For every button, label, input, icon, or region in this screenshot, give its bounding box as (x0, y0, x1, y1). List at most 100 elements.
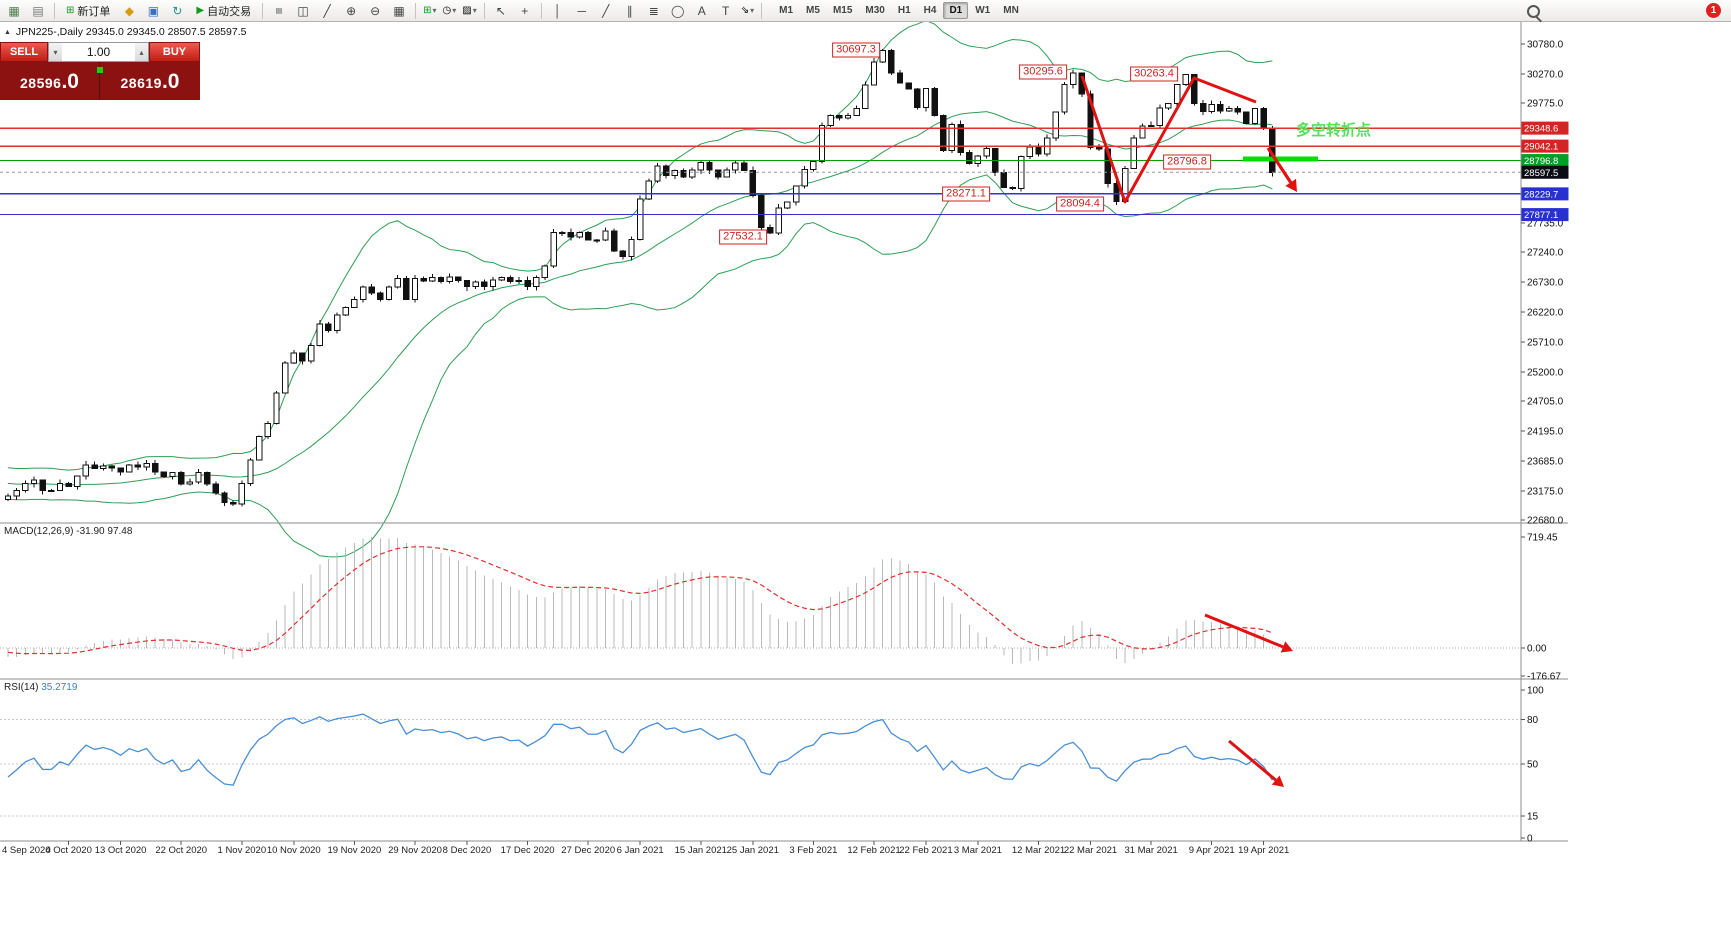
toolbar-separator (761, 2, 763, 19)
shapes-icon[interactable]: ◯ (671, 3, 685, 18)
rsi-label: RSI(14) 35.2719 (4, 682, 78, 693)
volume-stepper: ▾ 1.00 ▴ (48, 42, 149, 62)
svg-text:30780.0: 30780.0 (1527, 40, 1564, 51)
bid-price: 28596.0 (0, 62, 100, 100)
metaeditor-icon[interactable]: ◆ (124, 3, 134, 18)
timeframe-m1[interactable]: M1 (779, 5, 794, 16)
svg-text:13 Oct 2020: 13 Oct 2020 (95, 845, 147, 856)
timeframe-m5[interactable]: M5 (806, 5, 820, 16)
chevron-down-icon: ▾ (452, 6, 457, 15)
svg-text:30270.0: 30270.0 (1527, 69, 1564, 80)
svg-text:23685.0: 23685.0 (1527, 456, 1564, 467)
templates-button[interactable]: ▨ ▾ (460, 2, 478, 20)
connection-dot-icon (97, 67, 103, 73)
chevron-down-icon: ▾ (432, 6, 437, 15)
bars-chart-icon[interactable]: ≡ (272, 6, 287, 14)
candles-chart-icon[interactable]: ◫ (297, 3, 309, 18)
price-annotation[interactable]: 28094.4 (1056, 196, 1104, 212)
sell-button[interactable]: SELL (0, 42, 48, 62)
svg-text:19 Nov 2020: 19 Nov 2020 (327, 845, 381, 856)
tile-windows-icon[interactable]: ▦ (393, 3, 405, 18)
toolbar-separator (540, 2, 542, 19)
timeframe-w1[interactable]: W1 (975, 5, 991, 16)
new-chart-icon[interactable]: ▦ (8, 3, 20, 18)
svg-text:28597.5: 28597.5 (1524, 168, 1558, 179)
svg-text:29348.6: 29348.6 (1524, 124, 1558, 135)
crosshair-icon[interactable]: + (521, 3, 529, 18)
clock-icon: ◷ (442, 5, 452, 16)
periods-button[interactable]: ◷ ▾ (441, 2, 459, 20)
arrows-button[interactable]: ⇘ ▾ (739, 2, 756, 20)
zoom-in-icon[interactable]: ⊕ (346, 3, 357, 18)
volume-down-button[interactable]: ▾ (49, 43, 62, 61)
buy-button[interactable]: BUY (149, 42, 200, 62)
timeframe-mn[interactable]: MN (1003, 5, 1019, 16)
svg-text:4 Sep 2020: 4 Sep 2020 (2, 845, 51, 856)
ohlc-values: 29345.0 29345.0 28507.5 28597.5 (85, 26, 247, 38)
new-order-label: 新订单 (77, 5, 111, 18)
price-annotation[interactable]: 27532.1 (719, 229, 767, 245)
toolbar-separator (483, 2, 485, 19)
turning-point-note[interactable]: 多空转折点 (1296, 122, 1372, 139)
timeframe-m15[interactable]: M15 (832, 5, 853, 16)
svg-text:0: 0 (1527, 834, 1533, 845)
svg-text:24195.0: 24195.0 (1527, 426, 1564, 437)
collapse-triangle-icon[interactable]: ▲ (4, 29, 11, 36)
new-order-button[interactable]: ⊞ 新订单 (60, 2, 116, 20)
svg-text:27 Dec 2020: 27 Dec 2020 (561, 845, 615, 856)
svg-text:28796.8: 28796.8 (1524, 156, 1558, 167)
svg-text:27240.0: 27240.0 (1527, 248, 1564, 259)
horizontal-line-icon[interactable]: ─ (577, 3, 586, 18)
vertical-line-icon[interactable]: │ (553, 3, 562, 18)
price-annotation[interactable]: 28796.8 (1163, 154, 1211, 170)
volume-up-button[interactable]: ▴ (135, 43, 148, 61)
svg-text:15: 15 (1527, 811, 1539, 822)
notification-badge[interactable]: 1 (1706, 3, 1721, 18)
volume-input[interactable]: 1.00 (86, 45, 111, 59)
price-annotation[interactable]: 28271.1 (942, 186, 990, 202)
svg-text:22 Mar 2021: 22 Mar 2021 (1064, 845, 1117, 856)
svg-text:27877.1: 27877.1 (1524, 210, 1558, 221)
autotrading-button[interactable]: ▶ 自动交易 (190, 2, 257, 20)
toolbar-separator (262, 2, 264, 19)
fibonacci-icon[interactable]: ≣ (648, 3, 659, 18)
svg-text:31 Mar 2021: 31 Mar 2021 (1124, 845, 1177, 856)
zoom-out-icon[interactable]: ⊖ (370, 3, 381, 18)
svg-text:12 Feb 2021: 12 Feb 2021 (847, 845, 900, 856)
svg-text:22680.0: 22680.0 (1527, 515, 1564, 526)
market-watch-icon[interactable]: ▣ (147, 3, 160, 18)
svg-text:3 Feb 2021: 3 Feb 2021 (789, 845, 837, 856)
toolbar-separator (415, 2, 417, 19)
text-label-icon[interactable]: T (722, 3, 730, 18)
svg-text:3 Mar 2021: 3 Mar 2021 (954, 845, 1002, 856)
line-chart-icon[interactable]: ╱ (323, 3, 331, 18)
svg-text:26220.0: 26220.0 (1527, 307, 1564, 318)
channel-icon[interactable]: ∥ (626, 3, 633, 18)
indicators-button[interactable]: ⊞ ▾ (421, 2, 438, 20)
search-icon[interactable] (1527, 5, 1540, 18)
svg-text:0.00: 0.00 (1527, 644, 1547, 655)
text-icon[interactable]: A (697, 3, 706, 18)
refresh-icon[interactable]: ↻ (172, 3, 183, 18)
new-order-icon: ⊞ (66, 5, 75, 16)
price-annotation[interactable]: 30295.6 (1019, 64, 1067, 80)
timeframe-h4[interactable]: H4 (923, 5, 937, 16)
autotrading-play-icon: ▶ (196, 5, 205, 16)
trendline-icon[interactable]: ╱ (602, 3, 610, 18)
svg-text:28229.7: 28229.7 (1524, 189, 1558, 200)
profiles-icon[interactable]: ▤ (32, 3, 44, 18)
timeframe-m30[interactable]: M30 (865, 5, 885, 16)
price-annotation[interactable]: 30697.3 (832, 42, 880, 58)
svg-text:22 Feb 2021: 22 Feb 2021 (899, 845, 952, 856)
arrow-icon: ⇘ (740, 5, 750, 16)
timeframe-h1[interactable]: H1 (897, 5, 911, 16)
cursor-icon[interactable]: ↖ (495, 3, 506, 18)
chevron-down-icon: ▾ (750, 6, 755, 15)
timeframe-d1[interactable]: D1 (943, 2, 969, 19)
template-icon: ▨ (462, 5, 472, 16)
top-toolbar: ▦ ▤ ⊞ 新订单 ◆ ▣ ↻ ▶ 自动交易 ≡ ◫ ╱ ⊕ ⊖ ▦ ⊞ ▾ ◷… (0, 0, 1731, 22)
price-annotation[interactable]: 30263.4 (1130, 66, 1178, 82)
ask-price: 28619.0 (120, 70, 180, 93)
svg-text:25200.0: 25200.0 (1527, 367, 1564, 378)
